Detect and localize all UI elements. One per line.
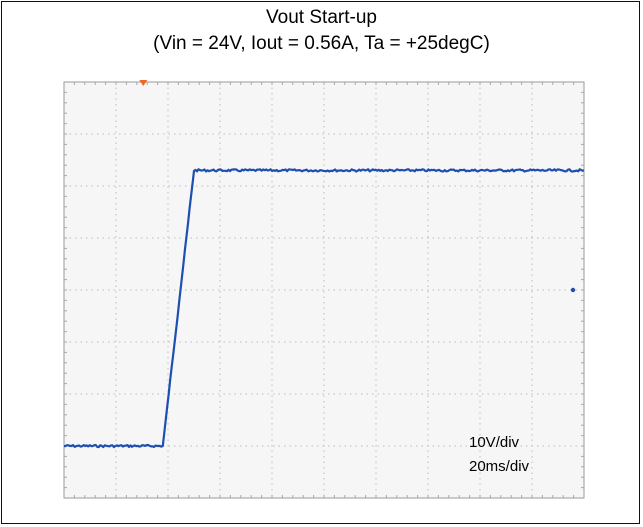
grid	[63, 81, 585, 499]
volts-per-div-label: 10V/div	[469, 434, 520, 451]
traces	[63, 168, 585, 449]
chart-title: Vout Start-up	[266, 7, 377, 28]
trigger-marker	[139, 80, 148, 86]
markers	[139, 80, 576, 293]
time-per-div-label: 20ms/div	[469, 458, 530, 475]
trace-line	[63, 168, 585, 449]
chart-subtitle: (Vin = 24V, Iout = 0.56A, Ta = +25degC)	[153, 33, 490, 54]
channel-marker	[570, 287, 576, 293]
